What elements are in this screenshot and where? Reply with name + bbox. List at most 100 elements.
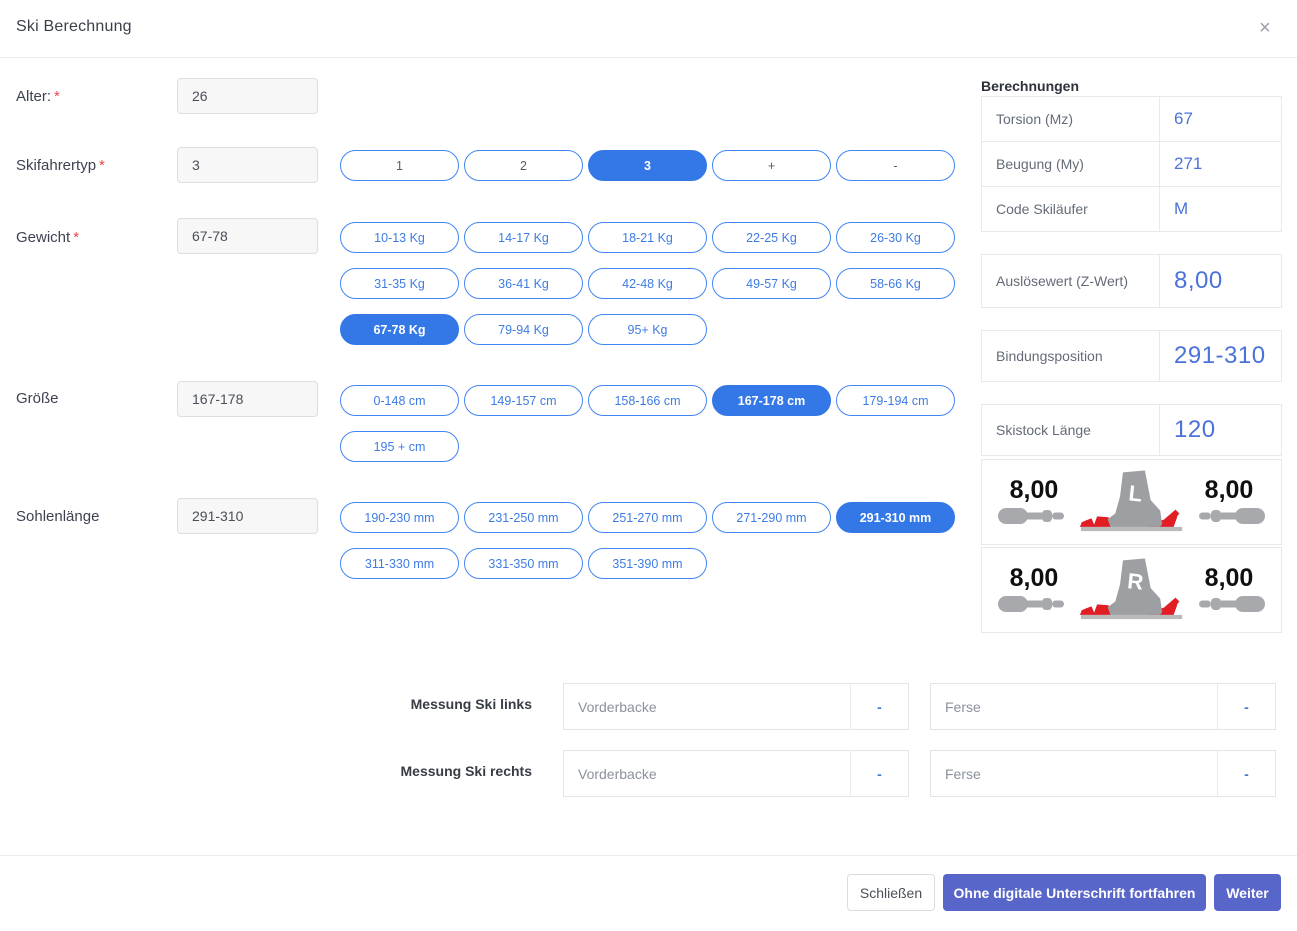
gewicht-option[interactable]: 49-57 Kg [712, 268, 831, 299]
row-value: 67 [1174, 109, 1193, 128]
groesse-input[interactable] [177, 381, 318, 417]
screwdriver-icon [997, 508, 1064, 524]
binding-right-toe-value: 8,00 [1009, 564, 1059, 592]
required-asterisk: * [73, 229, 80, 246]
screwdriver-icon [1199, 596, 1265, 612]
messung-links-label: Messung Ski links [410, 696, 532, 712]
sohlenlaenge-input[interactable] [177, 498, 318, 534]
groesse-option[interactable]: 0-148 cm [340, 385, 459, 416]
binding-right-heel-value: 8,00 [1204, 564, 1254, 592]
field-label: Vorderbacke [564, 751, 851, 796]
skifahrertyp-label: Skifahrertyp * [16, 157, 105, 174]
row-label: Beugung (My) [982, 142, 1160, 186]
groesse-option[interactable]: 195 + cm [340, 431, 459, 462]
gewicht-option[interactable]: 58-66 Kg [836, 268, 955, 299]
sohlenlaenge-option-selected[interactable]: 291-310 mm [836, 502, 955, 533]
gewicht-option-selected[interactable]: 67-78 Kg [340, 314, 459, 345]
binding-side-letter: L [1127, 480, 1143, 506]
skifahrertyp-option[interactable]: + [712, 150, 831, 181]
alter-input[interactable] [177, 78, 318, 114]
required-asterisk: * [54, 88, 60, 105]
gewicht-option[interactable]: 18-21 Kg [588, 222, 707, 253]
field-value: - [877, 698, 882, 715]
skifahrertyp-option-selected[interactable]: 3 [588, 150, 707, 181]
field-label: Ferse [931, 684, 1218, 729]
gewicht-option[interactable]: 42-48 Kg [588, 268, 707, 299]
gewicht-option[interactable]: 79-94 Kg [464, 314, 583, 345]
skifahrertyp-option[interactable]: - [836, 150, 955, 181]
alter-label: Alter: * [16, 88, 60, 105]
gewicht-option[interactable]: 36-41 Kg [464, 268, 583, 299]
row-label: Code Skiläufer [982, 187, 1160, 231]
sohlenlaenge-option[interactable]: 331-350 mm [464, 548, 583, 579]
gewicht-option[interactable]: 14-17 Kg [464, 222, 583, 253]
field-label: Vorderbacke [564, 684, 851, 729]
table-row: Torsion (Mz) 67 [981, 96, 1282, 142]
row-value: 271 [1174, 154, 1203, 173]
groesse-label: Größe [16, 390, 59, 407]
gewicht-input[interactable] [177, 218, 318, 254]
sohlenlaenge-option[interactable]: 231-250 mm [464, 502, 583, 533]
row-value: 8,00 [1174, 267, 1223, 294]
binding-left-heel-value: 8,00 [1204, 476, 1254, 504]
row-label: Torsion (Mz) [982, 97, 1160, 141]
table-row: Beugung (My) 271 [981, 141, 1282, 187]
messung-links-ferse-field[interactable]: Ferse - [930, 683, 1276, 730]
binding-right-figure: 8,00 R 8,00 [981, 547, 1282, 633]
berechnungen-title: Berechnungen [981, 78, 1080, 94]
gewicht-options: 10-13 Kg 14-17 Kg 18-21 Kg 22-25 Kg 26-3… [340, 222, 965, 345]
sohlenlaenge-options: 190-230 mm 231-250 mm 251-270 mm 271-290… [340, 502, 965, 579]
gewicht-option[interactable]: 95+ Kg [588, 314, 707, 345]
sohlenlaenge-option[interactable]: 190-230 mm [340, 502, 459, 533]
gewicht-option[interactable]: 10-13 Kg [340, 222, 459, 253]
skifahrertyp-option[interactable]: 1 [340, 150, 459, 181]
binding-left-toe-value: 8,00 [1009, 476, 1059, 504]
sohlenlaenge-option[interactable]: 271-290 mm [712, 502, 831, 533]
table-row: Code Skiläufer M [981, 186, 1282, 232]
groesse-option[interactable]: 179-194 cm [836, 385, 955, 416]
binding-side-letter: R [1126, 568, 1145, 595]
row-label: Auslösewert (Z-Wert) [982, 255, 1160, 307]
skifahrertyp-options: 1 2 3 + - [340, 150, 965, 181]
table-row: Auslösewert (Z-Wert) 8,00 [981, 254, 1282, 308]
groesse-option[interactable]: 149-157 cm [464, 385, 583, 416]
messung-rechts-ferse-field[interactable]: Ferse - [930, 750, 1276, 797]
continue-without-signature-button[interactable]: Ohne digitale Unterschrift fortfahren [943, 874, 1206, 911]
ski-boot-binding-icon: R [1079, 558, 1183, 620]
gewicht-option[interactable]: 26-30 Kg [836, 222, 955, 253]
gewicht-label: Gewicht * [16, 229, 80, 246]
berechnungen-table: Torsion (Mz) 67 Beugung (My) 271 Code Sk… [981, 96, 1282, 456]
required-asterisk: * [99, 157, 105, 174]
close-icon[interactable]: × [1259, 17, 1271, 39]
berechnungen-panel: Berechnungen Torsion (Mz) 67 Beugung (My… [981, 78, 1282, 633]
sohlenlaenge-option[interactable]: 351-390 mm [588, 548, 707, 579]
binding-left-figure: 8,00 L 8,00 [981, 459, 1282, 545]
next-button[interactable]: Weiter [1214, 874, 1281, 911]
ski-boot-binding-icon: L [1079, 470, 1183, 532]
skifahrertyp-input[interactable] [177, 147, 318, 183]
row-value: 120 [1174, 416, 1216, 443]
groesse-option[interactable]: 158-166 cm [588, 385, 707, 416]
screwdriver-icon [997, 596, 1064, 612]
gewicht-option[interactable]: 22-25 Kg [712, 222, 831, 253]
messung-rechts-vorderbacke-field[interactable]: Vorderbacke - [563, 750, 909, 797]
row-label: Bindungsposition [982, 331, 1160, 381]
field-value: - [1244, 765, 1249, 782]
row-label: Skistock Länge [982, 405, 1160, 455]
row-value: M [1174, 199, 1189, 218]
field-label: Ferse [931, 751, 1218, 796]
groesse-option-selected[interactable]: 167-178 cm [712, 385, 831, 416]
sohlenlaenge-option[interactable]: 311-330 mm [340, 548, 459, 579]
header-divider [0, 57, 1297, 58]
close-button[interactable]: Schließen [847, 874, 935, 911]
messung-links-vorderbacke-field[interactable]: Vorderbacke - [563, 683, 909, 730]
gewicht-option[interactable]: 31-35 Kg [340, 268, 459, 299]
field-value: - [877, 765, 882, 782]
screwdriver-icon [1199, 508, 1265, 524]
skifahrertyp-option[interactable]: 2 [464, 150, 583, 181]
sohlenlaenge-label: Sohlenlänge [16, 508, 100, 525]
row-value: 291-310 [1174, 342, 1266, 369]
sohlenlaenge-option[interactable]: 251-270 mm [588, 502, 707, 533]
page-title: Ski Berechnung [16, 18, 132, 35]
table-row: Skistock Länge 120 [981, 404, 1282, 456]
